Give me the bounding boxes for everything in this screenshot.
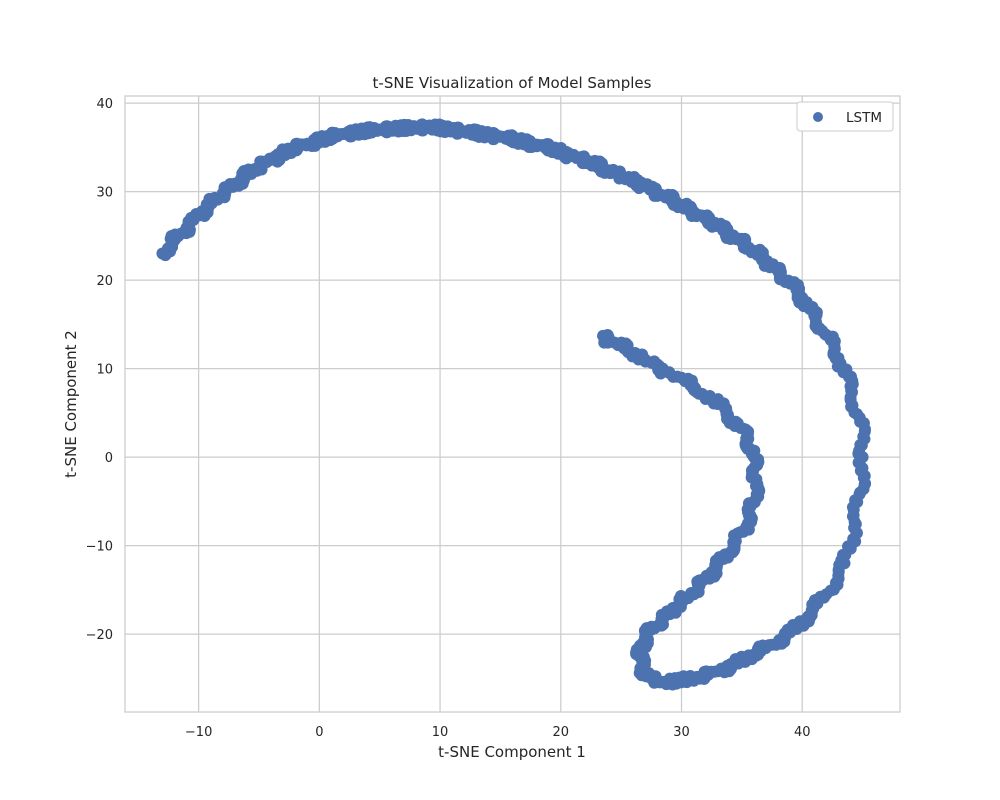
y-axis-ticks: −20 −10 0 10 20 30 40	[86, 97, 113, 643]
y-tick-label: −10	[86, 540, 113, 555]
legend-box	[796, 101, 894, 132]
x-tick-label: 20	[553, 725, 570, 740]
x-tick-label: 0	[315, 725, 323, 740]
grid-lines	[125, 96, 900, 712]
y-tick-label: 20	[96, 274, 113, 289]
legend: LSTM	[796, 101, 894, 132]
chart-title: t-SNE Visualization of Model Samples	[373, 74, 652, 92]
y-tick-label: 40	[96, 97, 113, 112]
y-tick-label: 10	[96, 363, 113, 378]
y-axis-label: t-SNE Component 2	[62, 330, 80, 478]
x-axis-ticks: −10 0 10 20 30 40	[185, 725, 811, 740]
legend-marker	[813, 112, 823, 122]
scatter-points	[156, 118, 872, 691]
x-tick-label: 10	[432, 725, 449, 740]
plot-frame	[124, 95, 901, 713]
plot-area	[125, 96, 900, 712]
y-tick-label: 30	[96, 186, 113, 201]
data-point	[597, 329, 610, 342]
x-tick-label: 30	[673, 725, 690, 740]
legend-label: LSTM	[846, 110, 882, 126]
x-axis-label: t-SNE Component 1	[438, 743, 586, 761]
y-tick-label: 0	[105, 451, 113, 466]
x-tick-label: −10	[185, 725, 212, 740]
x-tick-label: 40	[794, 725, 811, 740]
y-tick-label: −20	[86, 628, 113, 643]
